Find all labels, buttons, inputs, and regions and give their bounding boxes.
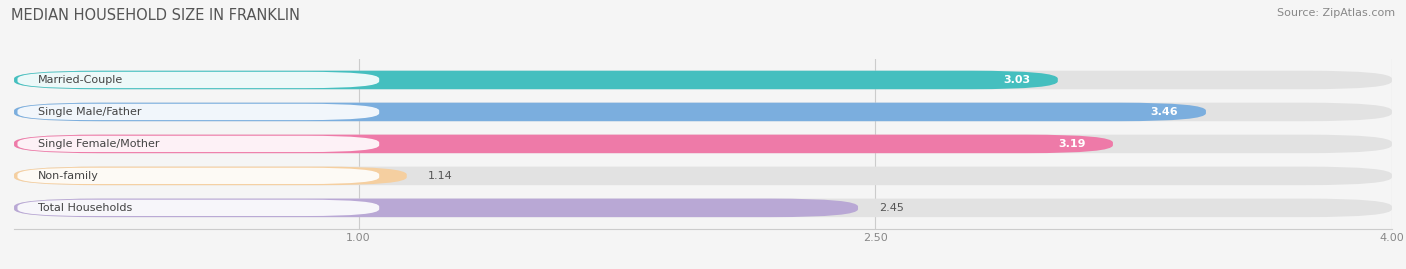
Text: Source: ZipAtlas.com: Source: ZipAtlas.com [1277,8,1395,18]
FancyBboxPatch shape [14,199,1392,217]
FancyBboxPatch shape [14,135,1392,153]
FancyBboxPatch shape [17,200,380,216]
Text: 1.14: 1.14 [427,171,453,181]
FancyBboxPatch shape [17,168,380,184]
FancyBboxPatch shape [17,72,380,88]
Text: Non-family: Non-family [38,171,98,181]
Text: Married-Couple: Married-Couple [38,75,124,85]
Text: 2.45: 2.45 [879,203,904,213]
FancyBboxPatch shape [14,167,1392,185]
FancyBboxPatch shape [14,135,1114,153]
Text: 3.19: 3.19 [1057,139,1085,149]
Text: Total Households: Total Households [38,203,132,213]
Text: Single Female/Mother: Single Female/Mother [38,139,160,149]
FancyBboxPatch shape [17,104,380,120]
FancyBboxPatch shape [17,136,380,152]
Text: Single Male/Father: Single Male/Father [38,107,142,117]
Text: 3.46: 3.46 [1150,107,1178,117]
FancyBboxPatch shape [14,167,406,185]
FancyBboxPatch shape [14,103,1206,121]
FancyBboxPatch shape [14,71,1057,89]
Text: MEDIAN HOUSEHOLD SIZE IN FRANKLIN: MEDIAN HOUSEHOLD SIZE IN FRANKLIN [11,8,301,23]
Text: 3.03: 3.03 [1002,75,1031,85]
FancyBboxPatch shape [14,71,1392,89]
FancyBboxPatch shape [14,199,858,217]
FancyBboxPatch shape [14,103,1392,121]
